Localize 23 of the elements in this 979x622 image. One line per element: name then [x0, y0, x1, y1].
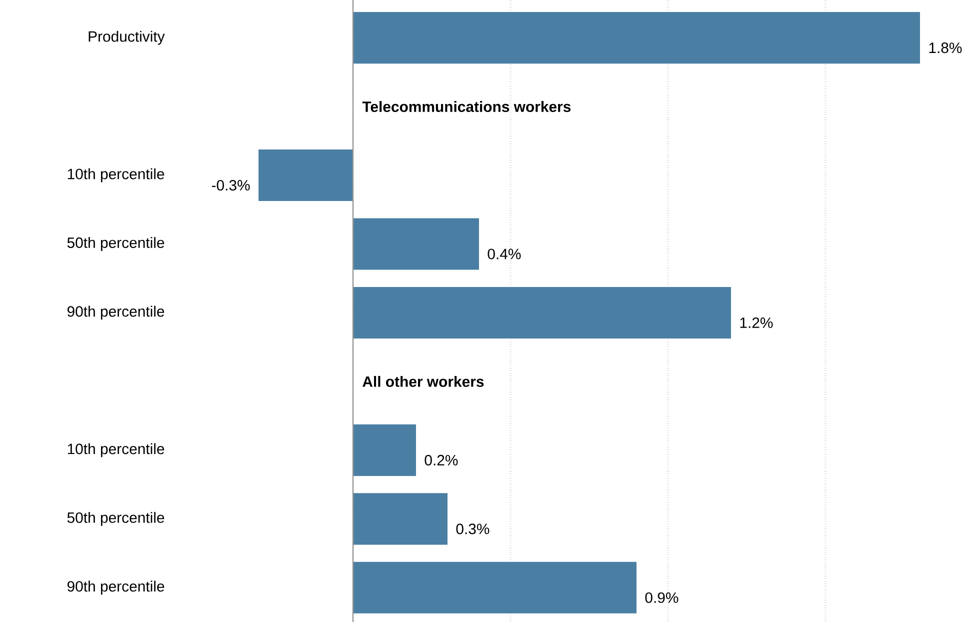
data-label: 0.4% [488, 248, 521, 260]
bar [353, 286, 732, 338]
bar [353, 12, 920, 64]
bar [353, 493, 448, 545]
data-label: 0.9% [645, 592, 678, 603]
y-tick-label: 50th percentile [67, 512, 164, 526]
bar [353, 562, 637, 614]
y-tick-label: Productivity [88, 30, 165, 45]
data-label: -0.3% [212, 180, 250, 191]
annotation: All other workers [362, 376, 484, 387]
data-label: 1.2% [740, 317, 773, 328]
data-label: 1.8% [929, 42, 962, 54]
data-label: 0.2% [424, 454, 458, 466]
y-tick-label: 10th percentile [68, 168, 164, 182]
annotation: Telecommunications workers [362, 101, 571, 112]
bar [353, 218, 480, 270]
bar [353, 424, 416, 476]
y-tick-label: 90th percentile [67, 306, 164, 320]
y-tick-label: 10th percentile [68, 443, 164, 458]
data-label: 0.3% [456, 524, 490, 534]
bar [258, 149, 354, 202]
y-tick-label: 90th percentile [67, 580, 164, 595]
y-tick-label: 50th percentile [67, 237, 164, 251]
